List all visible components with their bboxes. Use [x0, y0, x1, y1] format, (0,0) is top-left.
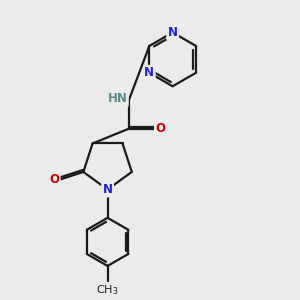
Text: O: O	[155, 122, 166, 135]
Text: O: O	[49, 173, 59, 186]
Text: N: N	[103, 183, 112, 196]
Text: N: N	[168, 26, 178, 39]
Text: CH$_3$: CH$_3$	[96, 283, 119, 297]
Text: N: N	[144, 66, 154, 79]
Text: HN: HN	[107, 92, 128, 106]
